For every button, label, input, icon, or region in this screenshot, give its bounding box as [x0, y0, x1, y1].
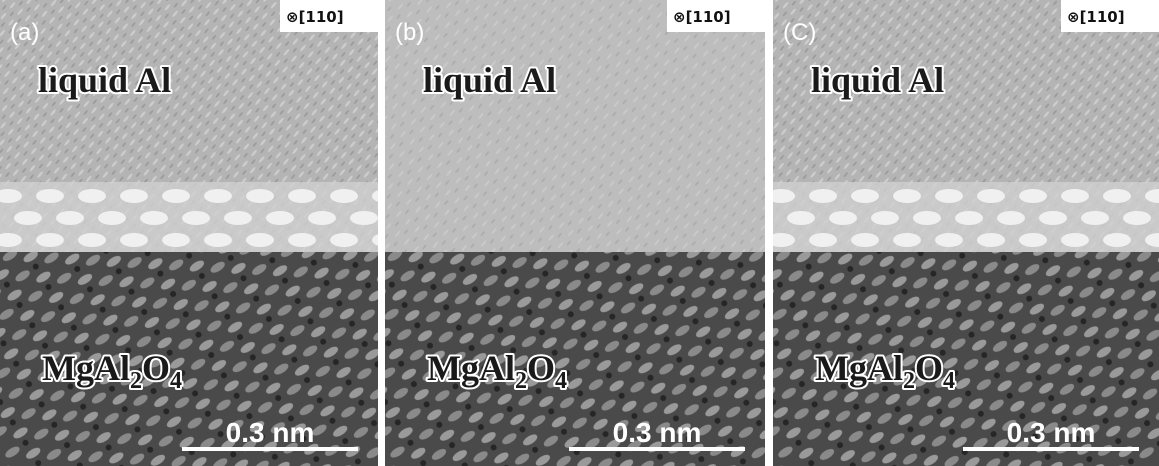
bottom-phase: MgAl2O4 — [815, 348, 955, 394]
atom-column — [851, 233, 879, 247]
bottom-phase-part: 2 — [903, 368, 915, 394]
bottom-phase: MgAl2O4 — [42, 348, 182, 394]
bottom-phase-part: O — [527, 348, 555, 388]
zone-axis: ⊗[110] — [673, 8, 731, 26]
atom-column — [851, 189, 879, 203]
atom-column — [162, 189, 190, 203]
figure: (a)⊗[110]liquid AlMgAl2O40.3 nm(b)⊗[110]… — [0, 0, 1159, 466]
atom-column — [935, 233, 963, 247]
atom-column — [767, 233, 795, 247]
atom-column — [78, 233, 106, 247]
bottom-phase-part: 4 — [943, 368, 955, 394]
top-phase: liquid Al — [811, 60, 944, 100]
bottom-phase-part: 4 — [170, 368, 182, 394]
atom-column — [140, 211, 168, 225]
atom-column — [1039, 211, 1067, 225]
bottom-phase-part: MgAl — [427, 348, 515, 388]
atom-column — [767, 189, 795, 203]
atom-column — [350, 211, 378, 225]
atom-column — [36, 233, 64, 247]
atom-column — [997, 211, 1025, 225]
atom-column — [246, 233, 274, 247]
atom-column — [204, 189, 232, 203]
panel: (b) ⊗[110] liquid Al MgAl2O4 0.3 nm — [385, 0, 765, 466]
top-phase: liquid Al — [423, 60, 556, 100]
atom-column — [893, 189, 921, 203]
bottom-phase-part: O — [142, 348, 170, 388]
bottom-phase-part: 2 — [130, 368, 142, 394]
atom-column — [1081, 211, 1109, 225]
panel-label: (b) — [395, 19, 424, 46]
zone-axis: ⊗[110] — [1067, 8, 1125, 26]
atom-column — [1061, 189, 1089, 203]
atom-column — [1019, 233, 1047, 247]
atom-column — [288, 233, 316, 247]
bottom-phase-part: O — [915, 348, 943, 388]
atom-column — [182, 211, 210, 225]
atom-column — [787, 211, 815, 225]
atom-column — [1103, 189, 1131, 203]
atom-column — [266, 211, 294, 225]
scale-bar — [182, 447, 358, 451]
atom-column — [330, 233, 358, 247]
atom-column — [98, 211, 126, 225]
atom-column — [36, 189, 64, 203]
scale-bar-label: 0.3 nm — [1007, 417, 1096, 448]
bottom-phase: MgAl2O4 — [427, 348, 567, 394]
panel-label: (C) — [783, 19, 816, 46]
atom-column — [977, 233, 1005, 247]
atom-column — [809, 189, 837, 203]
atom-column — [78, 189, 106, 203]
atom-column — [893, 233, 921, 247]
atom-column — [1019, 189, 1047, 203]
atom-column — [871, 211, 899, 225]
panel: (C) ⊗[110] liquid Al MgAl2O4 0.3 nm — [767, 0, 1159, 466]
atom-column — [246, 189, 274, 203]
top-phase: liquid Al — [38, 60, 171, 100]
atom-column — [809, 233, 837, 247]
panel-label: (a) — [10, 19, 39, 46]
atom-column — [1061, 233, 1089, 247]
bottom-phase-part: MgAl — [42, 348, 130, 388]
atom-column — [224, 211, 252, 225]
panel: (a) ⊗[110] liquid Al MgAl2O4 0.3 nm — [0, 0, 400, 466]
atom-column — [1123, 211, 1151, 225]
atom-column — [162, 233, 190, 247]
atom-column — [955, 211, 983, 225]
atom-column — [308, 211, 336, 225]
zone-axis: ⊗[110] — [286, 8, 344, 26]
scale-bar-label: 0.3 nm — [226, 417, 315, 448]
atom-column — [330, 189, 358, 203]
atom-column — [829, 211, 857, 225]
scale-bar — [963, 447, 1139, 451]
atom-column — [14, 211, 42, 225]
bottom-phase-part: MgAl — [815, 348, 903, 388]
atom-column — [288, 189, 316, 203]
scale-bar — [569, 447, 745, 451]
atom-column — [56, 211, 84, 225]
bottom-phase-part: 2 — [515, 368, 527, 394]
atom-column — [1103, 233, 1131, 247]
scale-bar-label: 0.3 nm — [613, 417, 702, 448]
atom-column — [204, 233, 232, 247]
atom-column — [120, 233, 148, 247]
atom-column — [913, 211, 941, 225]
bottom-phase-part: 4 — [555, 368, 567, 394]
atom-column — [935, 189, 963, 203]
atom-column — [977, 189, 1005, 203]
liquid-region — [385, 0, 765, 252]
atom-column — [120, 189, 148, 203]
